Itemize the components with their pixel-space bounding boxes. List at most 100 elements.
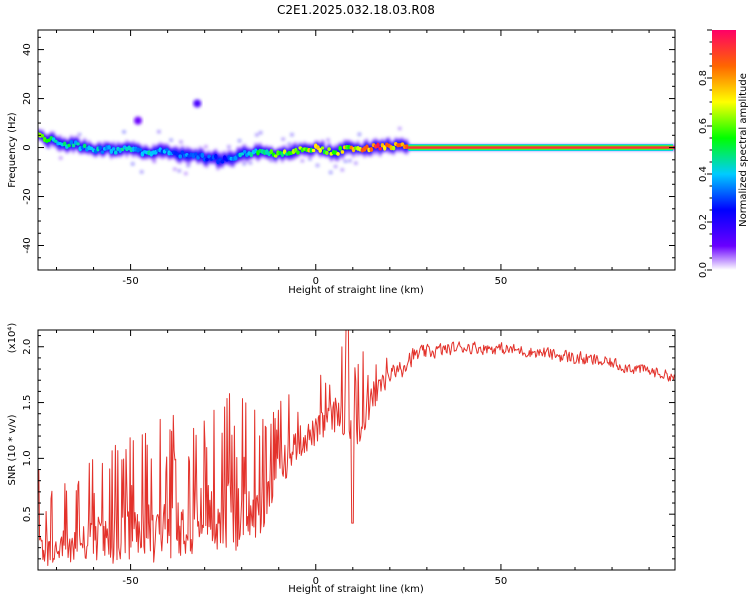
ridge-core-cell xyxy=(318,148,323,153)
spectral-ridge xyxy=(38,99,675,175)
ridge-core-cell xyxy=(67,143,71,148)
y-tick-label: 40 xyxy=(22,43,33,56)
spectral-spot xyxy=(193,99,202,108)
ridge-core-cell xyxy=(309,147,314,153)
noise-speck xyxy=(131,162,135,166)
snr-panel: -50 0 50 0.5 1.0 1.5 2.0 Height of straight l… xyxy=(7,323,676,595)
noise-speck xyxy=(161,143,166,147)
noise-speck xyxy=(129,142,133,146)
y-tick-label: -40 xyxy=(22,237,33,253)
noise-speck xyxy=(140,170,144,174)
ridge-core-cell xyxy=(391,145,396,151)
y-tick-label: 0.5 xyxy=(22,506,33,522)
ridge-core-cell xyxy=(138,148,143,152)
noise-speck xyxy=(315,163,320,167)
spectrogram-y-ticks: -40 -20 0 20 40 xyxy=(22,36,675,271)
noise-speck xyxy=(348,159,352,163)
x-tick-label: 0 xyxy=(313,276,319,287)
snr-x-label: Height of straight line (km) xyxy=(288,584,424,595)
ridge-core-cell xyxy=(382,145,387,151)
noise-speck xyxy=(290,133,294,137)
x-tick-label: 50 xyxy=(495,576,508,587)
snr-multiplier-label: (x10⁴) xyxy=(7,323,18,354)
ridge-core-cell xyxy=(240,152,245,156)
noise-speck xyxy=(47,145,51,149)
x-tick-label: -50 xyxy=(122,576,138,587)
y-tick-label: -20 xyxy=(22,188,33,204)
ridge-core-cell xyxy=(200,152,205,159)
spectrogram-y-label: Frequency (Hz) xyxy=(7,112,18,188)
ridge-core-cell xyxy=(82,143,87,149)
snr-y-label: SNR (10 * v/v) xyxy=(7,414,18,485)
ridge-core-cell xyxy=(220,159,225,164)
ridge-core-cell xyxy=(369,147,374,152)
ridge-core-cell xyxy=(136,147,140,153)
y-tick-label: 1.0 xyxy=(22,450,33,466)
noise-speck xyxy=(213,151,217,155)
spectral-spot xyxy=(133,116,142,125)
noise-speck xyxy=(173,167,177,171)
snr-series-line xyxy=(38,330,675,566)
ridge-core-cell xyxy=(340,150,345,154)
colorbar-tick-label: 0.8 xyxy=(698,70,709,86)
noise-speck xyxy=(227,145,231,149)
noise-speck xyxy=(59,156,63,160)
snr-frame xyxy=(37,329,676,571)
ridge-core-cell xyxy=(107,145,111,150)
noise-speck xyxy=(281,137,285,141)
ridge-core-cell xyxy=(365,144,369,150)
x-tick-label: 50 xyxy=(495,276,508,287)
y-tick-label: 20 xyxy=(22,92,33,105)
ridge-core-cell xyxy=(378,146,383,151)
noise-speck xyxy=(177,169,181,173)
noise-speck xyxy=(308,157,312,161)
ridge-core-cell xyxy=(40,133,45,138)
ridge-core-cell xyxy=(296,150,300,155)
noise-speck xyxy=(169,138,173,142)
ridge-core-cell xyxy=(338,145,343,151)
ridge-core-cell xyxy=(178,154,183,159)
noise-speck xyxy=(338,143,342,147)
noise-speck xyxy=(340,168,344,172)
ridge-core-cell xyxy=(325,150,329,155)
ridge-core-cell xyxy=(311,148,316,153)
ridge-core-cell xyxy=(100,150,105,154)
noise-speck xyxy=(152,160,157,164)
noise-speck xyxy=(237,139,242,143)
snr-x-ticks: -50 0 50 xyxy=(56,330,650,587)
noise-speck xyxy=(242,162,246,166)
spectrogram-x-label: Height of straight line (km) xyxy=(288,285,424,296)
ridge-core-cell xyxy=(193,152,198,156)
y-tick-label: 2.0 xyxy=(22,339,33,355)
ridge-core-cell xyxy=(213,154,218,160)
noise-speck xyxy=(287,142,291,146)
ridge-core-cell xyxy=(113,150,118,155)
spectrogram-frame xyxy=(37,29,676,271)
ridge-band-core xyxy=(408,146,673,149)
ridge-core-cell xyxy=(180,150,185,155)
noise-speck xyxy=(186,164,190,168)
ridge-core-cell xyxy=(62,141,67,147)
noise-speck xyxy=(333,165,338,168)
colorbar-gradient xyxy=(712,30,736,270)
spectrogram-x-ticks: -50 0 50 xyxy=(56,30,650,287)
colorbar-tick-label: 0.2 xyxy=(698,214,709,230)
noise-speck xyxy=(269,159,274,162)
colorbar-tick-label: 0.6 xyxy=(698,118,709,134)
noise-speck xyxy=(354,161,358,165)
noise-speck xyxy=(357,132,361,136)
noise-speck xyxy=(184,172,188,175)
ridge-core-cell xyxy=(165,148,169,152)
ridge-core-cell xyxy=(327,147,331,152)
noise-speck xyxy=(300,159,304,163)
ridge-core-cell xyxy=(111,147,116,151)
x-tick-label: 0 xyxy=(313,576,319,587)
noise-speck xyxy=(398,127,402,130)
ridge-core-cell xyxy=(69,140,74,145)
noise-speck xyxy=(231,164,235,168)
ridge-core-cell xyxy=(76,142,80,146)
ridge-core-cell xyxy=(205,157,209,162)
noise-speck xyxy=(157,130,161,134)
colorbar-tick-label: 0.0 xyxy=(698,262,709,278)
